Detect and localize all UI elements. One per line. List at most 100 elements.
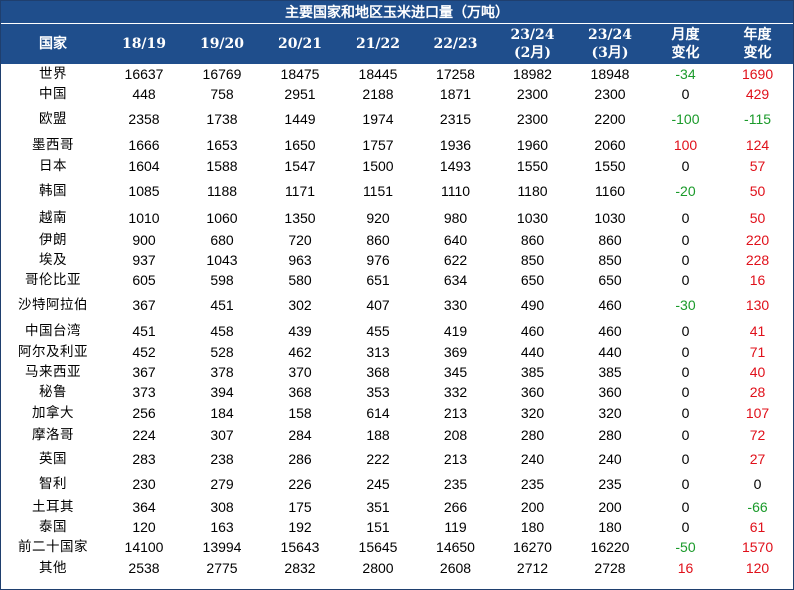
value-cell: 1030	[516, 210, 549, 226]
value-cell: 2060	[594, 137, 626, 153]
value-cell: 1738	[206, 111, 238, 127]
monthly-change-cell: 0	[681, 364, 690, 380]
column-header: 23/24 (3月)	[571, 23, 649, 64]
value-cell: 458	[210, 323, 234, 339]
value-cell: 368	[366, 364, 390, 380]
value-cell: 598	[210, 272, 234, 288]
column-header: 19/20	[183, 23, 261, 64]
value-cell: 1110	[440, 183, 471, 199]
value-cell: 460	[598, 323, 622, 339]
value-cell: 320	[598, 405, 622, 421]
value-cell: 235	[520, 476, 545, 492]
monthly-change-cell: 0	[681, 476, 690, 492]
value-cell: 2800	[362, 560, 394, 576]
value-cell: 18445	[358, 66, 398, 82]
country-cell: 中国台湾	[25, 323, 81, 339]
value-cell: 2300	[594, 86, 626, 102]
value-cell: 1871	[439, 86, 472, 102]
table-row: 其他 2538 2775 2832 2800 2608 2712 2728 16 120	[1, 558, 793, 578]
value-cell: 1010	[128, 210, 160, 226]
value-cell: 192	[288, 519, 312, 535]
value-cell: 353	[366, 384, 390, 400]
value-cell: 286	[288, 451, 312, 467]
monthly-change-cell: -34	[675, 66, 696, 82]
country-cell: 智利	[39, 476, 67, 492]
value-cell: 18475	[280, 66, 320, 82]
annual-change-cell: 50	[749, 210, 766, 226]
value-cell: 184	[210, 405, 234, 421]
value-cell: 419	[443, 323, 468, 339]
value-cell: 937	[132, 252, 156, 268]
value-cell: 650	[598, 272, 622, 288]
table-row: 泰国 120 163 192 151 119 180 180 0 61	[1, 518, 793, 536]
value-cell: 452	[132, 344, 156, 360]
value-cell: 1151	[362, 183, 394, 199]
value-cell: 1350	[284, 210, 316, 226]
column-header-line1: 月度	[671, 27, 700, 43]
value-cell: 976	[366, 252, 390, 268]
monthly-change-cell: 0	[681, 427, 690, 443]
country-cell: 世界	[39, 66, 67, 82]
column-header-line1: 23/24	[510, 27, 555, 43]
annual-change-cell: 27	[749, 451, 766, 467]
table-row: 中国台湾 451 458 439 455 419 460 460 0 41	[1, 320, 793, 342]
value-cell: 720	[288, 232, 312, 248]
value-cell: 2608	[439, 560, 472, 576]
value-cell: 370	[288, 364, 312, 380]
column-header-line1: 20/21	[277, 36, 323, 52]
value-cell: 980	[443, 210, 468, 226]
value-cell: 369	[443, 344, 468, 360]
value-cell: 614	[366, 405, 390, 421]
annual-change-cell: 107	[745, 405, 770, 421]
annual-change-cell: 429	[745, 86, 770, 102]
value-cell: 367	[132, 364, 156, 380]
column-header-line2: 变化	[743, 45, 772, 61]
monthly-change-cell: 0	[681, 384, 690, 400]
annual-change-cell: 220	[745, 232, 770, 248]
value-cell: 180	[520, 519, 545, 535]
value-cell: 18982	[513, 66, 552, 82]
value-cell: 213	[443, 451, 468, 467]
column-header-line1: 19/20	[199, 36, 245, 52]
value-cell: 490	[520, 297, 545, 313]
annual-change-cell: 71	[749, 344, 766, 360]
value-cell: 1588	[206, 158, 238, 174]
annual-change-cell: -66	[747, 499, 768, 515]
value-cell: 2712	[516, 560, 549, 576]
table-row: 土耳其 364 308 175 351 266 200 200 0 -66	[1, 496, 793, 518]
annual-change-cell: 1690	[741, 66, 774, 82]
title-row: 主要国家和地区玉米进口量（万吨）	[1, 1, 793, 24]
table-row: 世界 16637 16769 18475 18445 17258 18982 18948 -34…	[1, 64, 793, 84]
annual-change-cell: 1570	[741, 539, 774, 555]
country-cell: 土耳其	[32, 499, 74, 515]
country-cell: 沙特阿拉伯	[18, 297, 88, 313]
country-cell: 墨西哥	[32, 137, 74, 153]
column-header: 年度 变化	[722, 23, 793, 64]
value-cell: 2951	[284, 86, 316, 102]
value-cell: 1043	[206, 252, 238, 268]
value-cell: 16220	[590, 539, 630, 555]
table-row: 阿尔及利亚 452 528 462 313 369 440 440 0 71	[1, 342, 793, 362]
value-cell: 1180	[517, 183, 548, 199]
value-cell: 224	[132, 427, 156, 443]
column-header: 21/22	[339, 23, 417, 64]
table-row: 越南 1010 1060 1350 920 980 1030 1030 0 50	[1, 206, 793, 230]
value-cell: 385	[520, 364, 545, 380]
country-cell: 欧盟	[39, 111, 67, 127]
value-cell: 440	[520, 344, 545, 360]
value-cell: 226	[288, 476, 312, 492]
value-cell: 1550	[516, 158, 549, 174]
value-cell: 1653	[206, 137, 238, 153]
value-cell: 2728	[594, 560, 626, 576]
table-row: 前二十国家 14100 13994 15643 15645 14650 16270 16220…	[1, 536, 793, 558]
value-cell: 528	[210, 344, 234, 360]
value-cell: 213	[443, 405, 468, 421]
value-cell: 439	[288, 323, 312, 339]
value-cell: 240	[598, 451, 622, 467]
value-cell: 158	[288, 405, 312, 421]
value-cell: 850	[520, 252, 545, 268]
value-cell: 651	[366, 272, 390, 288]
value-cell: 13994	[202, 539, 242, 555]
value-cell: 451	[210, 297, 234, 313]
value-cell: 378	[210, 364, 234, 380]
